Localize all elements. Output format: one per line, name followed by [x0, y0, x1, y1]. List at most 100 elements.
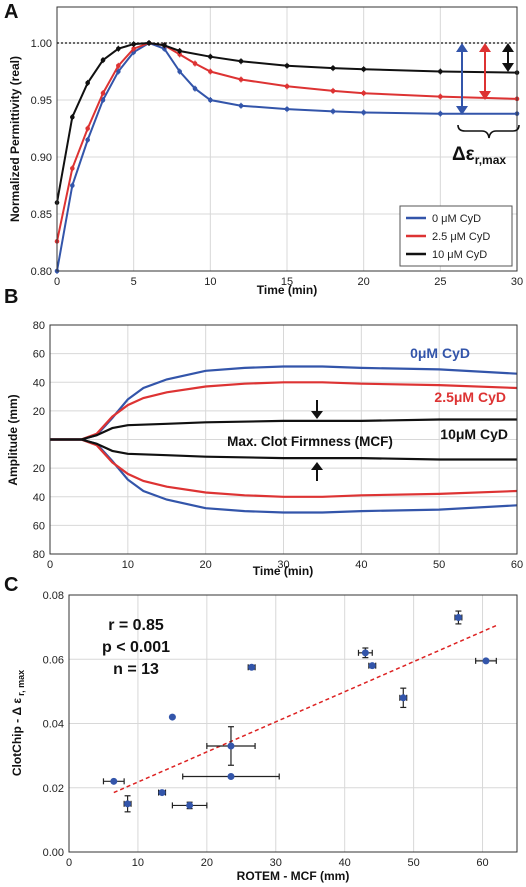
data-point [238, 77, 244, 82]
data-point [284, 84, 290, 89]
data-point [85, 80, 90, 86]
x-tick-label: 0 [47, 559, 53, 571]
panel-a-plot-frame [56, 6, 518, 272]
panel-a-chart: 0 5 10 15 20 25 30 0.80 0.85 0.90 0.95 1.00 Δεr,max… [8, 6, 524, 297]
x-tick-label: 30 [511, 276, 523, 288]
x-tick-label: 20 [201, 857, 213, 869]
y-tick-label: 60 [33, 349, 45, 361]
data-point [330, 109, 336, 114]
panel-b-plot-frame [49, 324, 518, 555]
y-tick-label: 0.08 [43, 590, 64, 602]
panel-c-plot-frame [68, 594, 518, 853]
data-point [238, 58, 244, 64]
data-point [284, 106, 290, 112]
panel-a-xlabel: Time (min) [257, 283, 317, 297]
scatter-point [248, 663, 256, 671]
series-line-2 [56, 41, 518, 203]
data-point [192, 61, 198, 66]
legend-label-10um: 10 μM CyD [432, 249, 487, 261]
panel-a-ylabel: Normalized Permittivity (real) [8, 56, 22, 222]
panel-c-xlabel: ROTEM - MCF (mm) [237, 869, 350, 883]
data-point [116, 69, 121, 74]
data-point [361, 66, 366, 72]
data-point [116, 63, 121, 69]
data-point [162, 42, 167, 48]
panel-b-series [50, 365, 518, 514]
data-point [361, 110, 366, 115]
data-point [100, 97, 106, 103]
panel-b-annotation: Max. Clot Firmness (MCF) [227, 434, 393, 449]
x-tick-label: 50 [433, 559, 445, 571]
data-point [70, 166, 75, 171]
regression-line [113, 624, 497, 794]
data-point [177, 48, 182, 54]
data-point [177, 52, 182, 57]
panel-c-stat-p: p < 0.001 [102, 639, 170, 656]
series-upper-2 [50, 418, 517, 441]
data-point [100, 57, 106, 63]
scatter-point [368, 662, 376, 670]
data-point [208, 97, 213, 103]
y-tick-label: 0.95 [31, 95, 52, 107]
y-tick-label: 1.00 [31, 38, 52, 50]
x-tick-label: 20 [358, 276, 370, 288]
data-point [438, 69, 443, 74]
y-tick-label: 0.02 [43, 783, 64, 795]
panel-b-mcf-arrows [311, 400, 323, 481]
x-tick-label: 60 [511, 559, 523, 571]
x-tick-label: 10 [204, 276, 216, 288]
data-point [192, 86, 198, 91]
x-tick-label: 50 [407, 857, 419, 869]
data-point [131, 46, 136, 51]
panel-b-xlabel: Time (min) [253, 564, 313, 578]
scatter-point [482, 657, 490, 665]
scatter-point [110, 777, 118, 785]
scatter-point [168, 713, 176, 721]
data-point [70, 114, 75, 120]
x-tick-label: 40 [355, 559, 367, 571]
panel-b-label-10um: 10μM CyD [440, 426, 508, 442]
y-tick-label: 0.04 [43, 719, 64, 731]
data-point [361, 90, 366, 96]
scatter-point [361, 649, 369, 657]
panel-label-b: B [4, 286, 18, 308]
scatter-point [227, 773, 235, 781]
legend-label-2-5um: 2.5 μM CyD [432, 231, 490, 243]
y-tick-label: 0.80 [31, 266, 52, 278]
x-tick-label: 30 [277, 559, 289, 571]
x-tick-label: 25 [434, 276, 446, 288]
scatter-point [454, 613, 462, 621]
x-tick-label: 5 [131, 276, 137, 288]
y-tick-label: 40 [33, 492, 45, 504]
scatter-point [124, 800, 132, 808]
data-point [85, 126, 90, 131]
scatter-point [399, 694, 407, 702]
y-tick-label: 20 [33, 406, 45, 418]
data-point [177, 69, 182, 74]
y-tick-label: 0.06 [43, 654, 64, 666]
y-tick-label: 80 [33, 549, 45, 561]
data-point [70, 183, 75, 188]
panel-c-stat-r: r = 0.85 [108, 617, 164, 634]
series-upper-1 [50, 381, 518, 441]
data-point [208, 69, 213, 74]
panel-c-points [102, 610, 497, 813]
data-point [438, 111, 443, 116]
panel-b-label-2-5um: 2.5μM CyD [434, 389, 506, 405]
panel-b-chart: 0 10 20 30 40 50 60 80 60 40 20 20 40 60 80 0μM CyD 2.… [6, 320, 523, 578]
x-tick-label: 0 [54, 276, 60, 288]
panel-b-tick-labels: 0 10 20 30 40 50 60 80 60 40 20 20 40 60 80 [33, 320, 523, 571]
y-tick-label: 80 [33, 320, 45, 332]
panel-c-fit [113, 624, 497, 794]
scatter-point [158, 789, 166, 797]
x-tick-label: 20 [200, 559, 212, 571]
scatter-point [227, 742, 235, 750]
panel-b-ylabel: Amplitude (mm) [6, 394, 20, 485]
panel-a-tick-labels: 0 5 10 15 20 25 30 0.80 0.85 0.90 0.95 1.00 [31, 38, 524, 288]
panel-label-a: A [4, 1, 18, 23]
panel-label-c: C [4, 574, 18, 596]
panel-c-stat-n: n = 13 [113, 661, 159, 678]
x-tick-label: 15 [281, 276, 293, 288]
scatter-point [186, 801, 194, 809]
data-point [100, 90, 106, 96]
